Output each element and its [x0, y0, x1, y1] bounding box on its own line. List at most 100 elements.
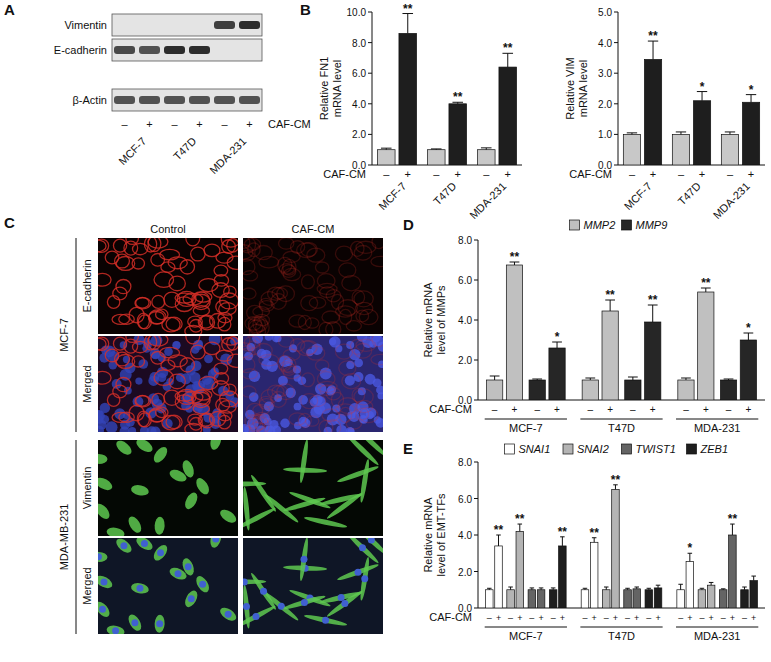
micrograph [243, 538, 383, 634]
nucleus [141, 540, 148, 547]
membrane [271, 392, 286, 408]
legend-label: MMP9 [636, 219, 668, 231]
condition-label: – [604, 613, 609, 623]
condition-label: + [538, 613, 543, 623]
membrane [359, 309, 378, 324]
nucleus [225, 611, 232, 618]
column-label: Control [150, 223, 185, 235]
membrane [309, 297, 325, 308]
condition-label: + [730, 613, 735, 623]
membrane [289, 413, 306, 425]
band [139, 96, 160, 104]
cell [243, 481, 266, 487]
legend: MMP2 MMP9 [570, 219, 668, 231]
category-label: MDA-231 [711, 180, 752, 221]
membrane [116, 279, 131, 293]
nucleus [99, 606, 106, 613]
error-bar [721, 588, 726, 590]
condition-label: + [607, 404, 613, 415]
nucleus [243, 578, 248, 585]
bar [623, 134, 640, 165]
membrane [243, 259, 255, 275]
membrane [243, 357, 255, 373]
error-bar [700, 588, 705, 589]
membrane [309, 395, 325, 406]
membrane [148, 336, 168, 346]
tick [368, 42, 372, 43]
membrane [279, 264, 294, 274]
condition-label: – [221, 118, 228, 130]
category-label: T47D [608, 422, 635, 434]
category-label: T47D [431, 180, 459, 208]
cell [98, 501, 112, 521]
cell [209, 440, 223, 451]
membrane [279, 336, 294, 347]
bar [612, 489, 620, 608]
tick-label: 2.0 [458, 567, 472, 578]
significance: ** [494, 523, 504, 537]
error-bar [648, 305, 658, 322]
image-bg [98, 238, 238, 334]
row-label: E-cadherin [54, 44, 107, 56]
nucleus [204, 354, 213, 363]
cell [98, 573, 114, 590]
condition-label: – [683, 404, 689, 415]
error-bar [725, 132, 735, 134]
cell [298, 440, 309, 483]
condition-label: + [650, 168, 656, 180]
nucleus [164, 347, 173, 356]
tick-label: 8.0 [352, 38, 366, 49]
significance: * [688, 541, 693, 555]
condition-label: – [625, 613, 630, 623]
axis-title: level of MMPs [435, 285, 447, 355]
error-bar [678, 584, 683, 589]
bar [549, 590, 557, 608]
error-bar [742, 587, 747, 590]
nucleus [322, 617, 329, 624]
panel-label: B [300, 1, 311, 18]
nucleus [157, 549, 164, 556]
cell [249, 474, 278, 513]
bar [720, 380, 736, 400]
error-bar [676, 132, 686, 134]
bar [693, 101, 710, 165]
bar [559, 546, 567, 608]
cell [126, 612, 144, 633]
membrane [98, 337, 109, 350]
membrane [356, 339, 376, 351]
panel-label: E [403, 440, 413, 457]
membrane [297, 341, 316, 356]
cell [114, 440, 134, 457]
error-bar [628, 377, 638, 380]
membrane [135, 298, 151, 309]
significance: ** [605, 288, 615, 302]
cell [359, 459, 371, 503]
nucleus [199, 581, 206, 588]
condition-label: + [703, 404, 709, 415]
tick-label: 8.0 [458, 235, 472, 246]
micrograph [98, 440, 238, 536]
cell [98, 453, 108, 464]
axis-title: Relative VIM [564, 57, 576, 119]
image-bg [98, 336, 238, 432]
cell [336, 464, 379, 484]
membrane [227, 238, 238, 252]
tick-label: 6.0 [458, 275, 472, 286]
cell [345, 538, 380, 565]
condition-label: – [646, 613, 651, 623]
legend-label: MMP2 [584, 219, 616, 231]
membrane [98, 371, 111, 384]
membrane [218, 313, 232, 323]
annotations: ************* [494, 473, 738, 555]
cell [106, 624, 126, 634]
error-bar [724, 379, 734, 380]
significance: ** [611, 473, 621, 487]
band [114, 21, 135, 29]
cell [194, 476, 212, 497]
tick-label: 2.0 [598, 99, 612, 110]
nucleus [368, 538, 375, 544]
micrograph [98, 238, 238, 334]
condition-label: – [726, 404, 732, 415]
membrane [135, 396, 151, 407]
condition-label: – [630, 404, 636, 415]
